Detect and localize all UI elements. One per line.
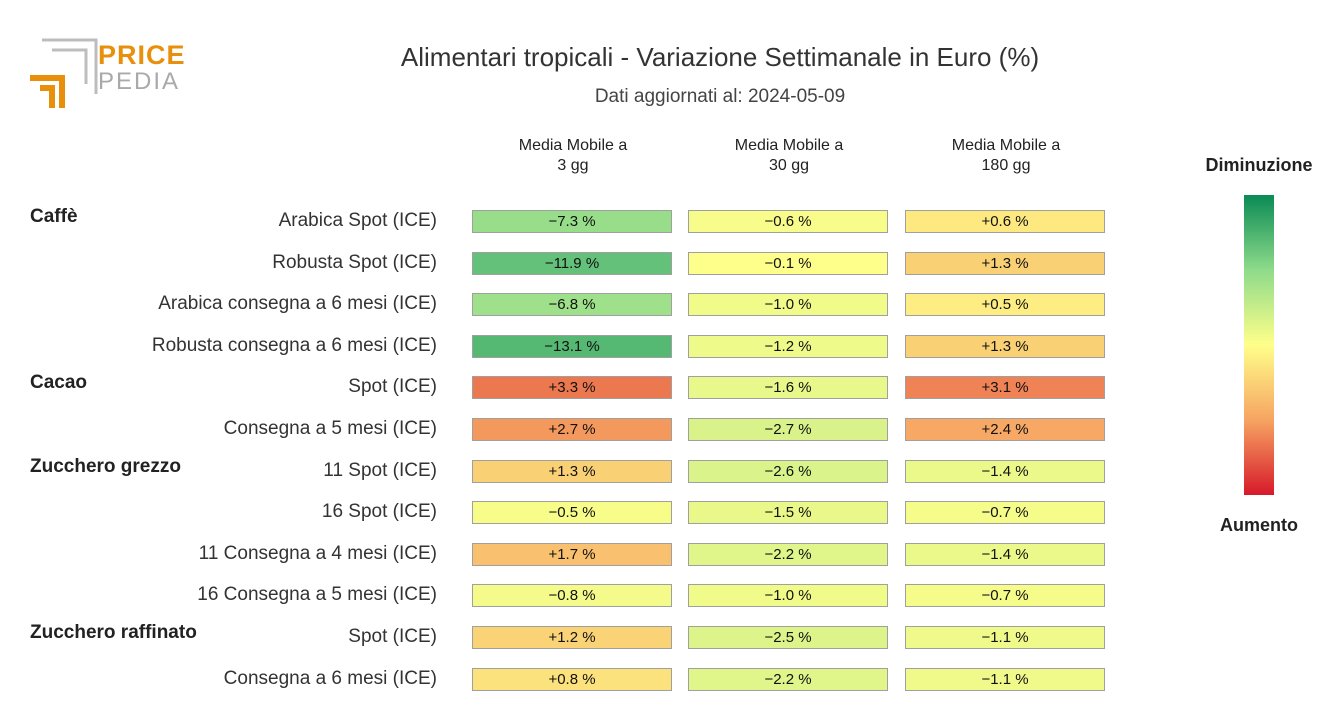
heatmap-cell: −1.1 % bbox=[905, 626, 1105, 649]
logo-mark-icon bbox=[30, 38, 98, 108]
heatmap-cell: −1.5 % bbox=[688, 501, 888, 525]
heatmap-cell: +1.3 % bbox=[472, 459, 672, 483]
heatmap-cell: +3.3 % bbox=[472, 376, 672, 400]
column-header-line2: 30 gg bbox=[768, 157, 810, 174]
legend-top-label: Diminuzione bbox=[1205, 155, 1313, 175]
row-label: Arabica consegna a 6 mesi (ICE) bbox=[158, 293, 437, 315]
row-label: Consegna a 6 mesi (ICE) bbox=[223, 667, 437, 689]
heatmap-cell: +1.7 % bbox=[472, 542, 672, 566]
group-label: Zucchero raffinato bbox=[30, 622, 197, 643]
column-header: Media Mobile a 180 gg bbox=[905, 136, 1107, 176]
heatmap-cell: +0.5 % bbox=[905, 293, 1105, 317]
column-header-line1: Media Mobile a bbox=[951, 137, 1061, 154]
heatmap-cell: −2.5 % bbox=[688, 626, 888, 649]
heatmap-cell: −0.8 % bbox=[472, 584, 672, 608]
heatmap-cell: −1.2 % bbox=[688, 334, 888, 358]
row-label: Arabica Spot (ICE) bbox=[278, 210, 437, 231]
pricepedia-logo: PRICE PEDIA bbox=[28, 36, 188, 112]
heatmap-cell: +1.3 % bbox=[905, 251, 1105, 275]
group-label: Caffè bbox=[30, 206, 78, 227]
group-label: Zucchero grezzo bbox=[30, 455, 181, 477]
heatmap-cell: −1.0 % bbox=[688, 293, 888, 317]
row-label: Spot (ICE) bbox=[348, 626, 437, 647]
heatmap-cell: −2.2 % bbox=[688, 542, 888, 566]
row-label: Consegna a 5 mesi (ICE) bbox=[223, 418, 437, 439]
heatmap-cell: −0.5 % bbox=[472, 501, 672, 525]
column-header-line1: Media Mobile a bbox=[734, 137, 844, 154]
column-header: Media Mobile a 3 gg bbox=[472, 136, 674, 176]
column-header-line1: Media Mobile a bbox=[518, 137, 628, 154]
heatmap-cell: −0.7 % bbox=[905, 584, 1105, 608]
heatmap-cell: −1.4 % bbox=[905, 459, 1105, 483]
heatmap-cell: +3.1 % bbox=[905, 376, 1105, 400]
row-label: Robusta Spot (ICE) bbox=[272, 251, 437, 273]
heatmap-cell: −6.8 % bbox=[472, 293, 672, 317]
heatmap-cell: −1.0 % bbox=[688, 584, 888, 608]
logo-word-pedia: PEDIA bbox=[98, 68, 181, 95]
column-header-line2: 3 gg bbox=[557, 157, 589, 174]
heatmap-cell: −1.6 % bbox=[688, 376, 888, 400]
chart-title: Alimentari tropicali - Variazione Settim… bbox=[400, 42, 1040, 72]
heatmap-cell: −0.7 % bbox=[905, 501, 1105, 525]
heatmap-cell: −2.2 % bbox=[688, 667, 888, 691]
heatmap-cell: +0.6 % bbox=[905, 210, 1105, 233]
column-header-line2: 180 gg bbox=[981, 157, 1031, 174]
row-label: 11 Consegna a 4 mesi (ICE) bbox=[198, 542, 437, 564]
heatmap-cell: +2.4 % bbox=[905, 418, 1105, 441]
logo-word-price: PRICE bbox=[98, 40, 186, 70]
heatmap-cell: +2.7 % bbox=[472, 418, 672, 441]
heatmap-cell: −1.4 % bbox=[905, 542, 1105, 566]
heatmap-cell: +1.2 % bbox=[472, 626, 672, 649]
legend-colorbar bbox=[1244, 195, 1274, 495]
row-label: 16 Consegna a 5 mesi (ICE) bbox=[197, 584, 437, 606]
heatmap-cell: −11.9 % bbox=[472, 251, 672, 275]
row-label: Spot (ICE) bbox=[348, 376, 437, 398]
row-label: 16 Spot (ICE) bbox=[321, 501, 437, 523]
group-label: Cacao bbox=[30, 372, 88, 394]
chart-subtitle: Dati aggiornati al: 2024-05-09 bbox=[594, 86, 846, 107]
heatmap-cell: +0.8 % bbox=[472, 667, 672, 691]
heatmap-cell: −13.1 % bbox=[472, 334, 672, 358]
heatmap-cell: −1.1 % bbox=[905, 667, 1105, 691]
heatmap-cell: −7.3 % bbox=[472, 210, 672, 233]
heatmap-cell: −0.1 % bbox=[688, 251, 888, 275]
legend-bottom-label: Aumento bbox=[1220, 515, 1298, 535]
column-header: Media Mobile a 30 gg bbox=[688, 136, 890, 176]
row-label: Robusta consegna a 6 mesi (ICE) bbox=[151, 334, 437, 356]
heatmap-cell: −2.7 % bbox=[688, 418, 888, 441]
heatmap-cell: −0.6 % bbox=[688, 210, 888, 233]
row-label: 11 Spot (ICE) bbox=[323, 459, 437, 481]
heatmap-cell: +1.3 % bbox=[905, 334, 1105, 358]
heatmap-cell: −2.6 % bbox=[688, 459, 888, 483]
